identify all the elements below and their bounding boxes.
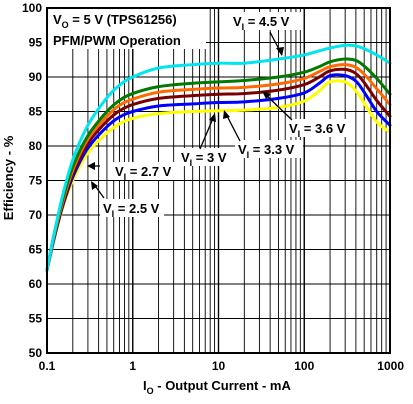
annotation-bg-2p7	[112, 162, 176, 180]
series-layer	[45, 43, 392, 272]
tick-labels: 50 55 60 65 70 75 80 85 90 95 100 0.1 1 10 100 1000	[22, 1, 404, 373]
series-line	[45, 79, 392, 272]
annotation-vi-3p6: VI = 3.6 V	[289, 121, 346, 139]
annotation-vi-2p7: VI = 2.7 V	[115, 164, 172, 182]
series-annotations: VI = 4.5 V VI = 3.6 V VI = 3.3 V VI = 3 …	[87, 12, 354, 219]
chart-grid	[46, 7, 391, 354]
annotation-arrowhead-2p5	[91, 181, 98, 190]
annotation-vi-3: VI = 3 V	[181, 150, 227, 168]
y-tick-label: 85	[29, 105, 43, 119]
chart-title-block: VO = 5 V (TPS61256) PFM/PWM Operation	[48, 9, 206, 49]
series-line	[45, 43, 392, 272]
series-line	[45, 73, 392, 272]
annotation-arrowhead-3p3	[223, 110, 230, 119]
x-tick-label: 1000	[377, 359, 404, 373]
annotation-arrowhead-3p6	[262, 91, 271, 99]
y-tick-label: 65	[29, 243, 43, 257]
y-tick-label: 75	[29, 174, 43, 188]
y-tick-label: 50	[29, 346, 43, 360]
annotation-vi-4p5: VI = 4.5 V	[233, 14, 290, 32]
annotation-bg-2p5	[100, 199, 164, 217]
plot-frame	[46, 7, 391, 354]
x-tick-label: 100	[294, 359, 314, 373]
y-tick-label: 95	[29, 36, 43, 50]
series-line	[45, 57, 392, 272]
x-tick-label: 0.1	[39, 359, 56, 373]
y-tick-label: 90	[29, 70, 43, 84]
chart-title-line2: PFM/PWM Operation	[53, 33, 181, 48]
annotation-bg-3p6	[286, 119, 354, 137]
title-background	[48, 9, 206, 49]
annotation-vi-3p3: VI = 3.3 V	[238, 142, 295, 160]
annotation-arrowhead-3	[209, 113, 216, 122]
annotation-arrow-3p6	[263, 92, 293, 121]
y-tick-label: 70	[29, 208, 43, 222]
annotation-arrowhead-2p7	[87, 162, 95, 170]
y-tick-label: 55	[29, 312, 43, 326]
annotation-bg-4p5	[230, 12, 302, 30]
chart-title-line1: VO = 5 V (TPS61256)	[53, 12, 177, 30]
y-tick-label: 60	[29, 277, 43, 291]
annotation-arrow-3	[199, 115, 215, 150]
y-tick-label: 100	[22, 1, 42, 15]
annotation-arrowhead-4p5	[276, 47, 284, 56]
x-tick-label: 10	[212, 359, 226, 373]
x-axis-label: IO - Output Current - mA	[143, 378, 291, 396]
annotation-vi-2p5: VI = 2.5 V	[103, 201, 160, 219]
y-axis-label: Efficiency - %	[1, 135, 16, 220]
y-tick-label: 80	[29, 139, 43, 153]
annotation-bg-3p3	[235, 140, 303, 158]
x-tick-label: 1	[129, 359, 136, 373]
annotation-bg-3	[178, 148, 234, 166]
